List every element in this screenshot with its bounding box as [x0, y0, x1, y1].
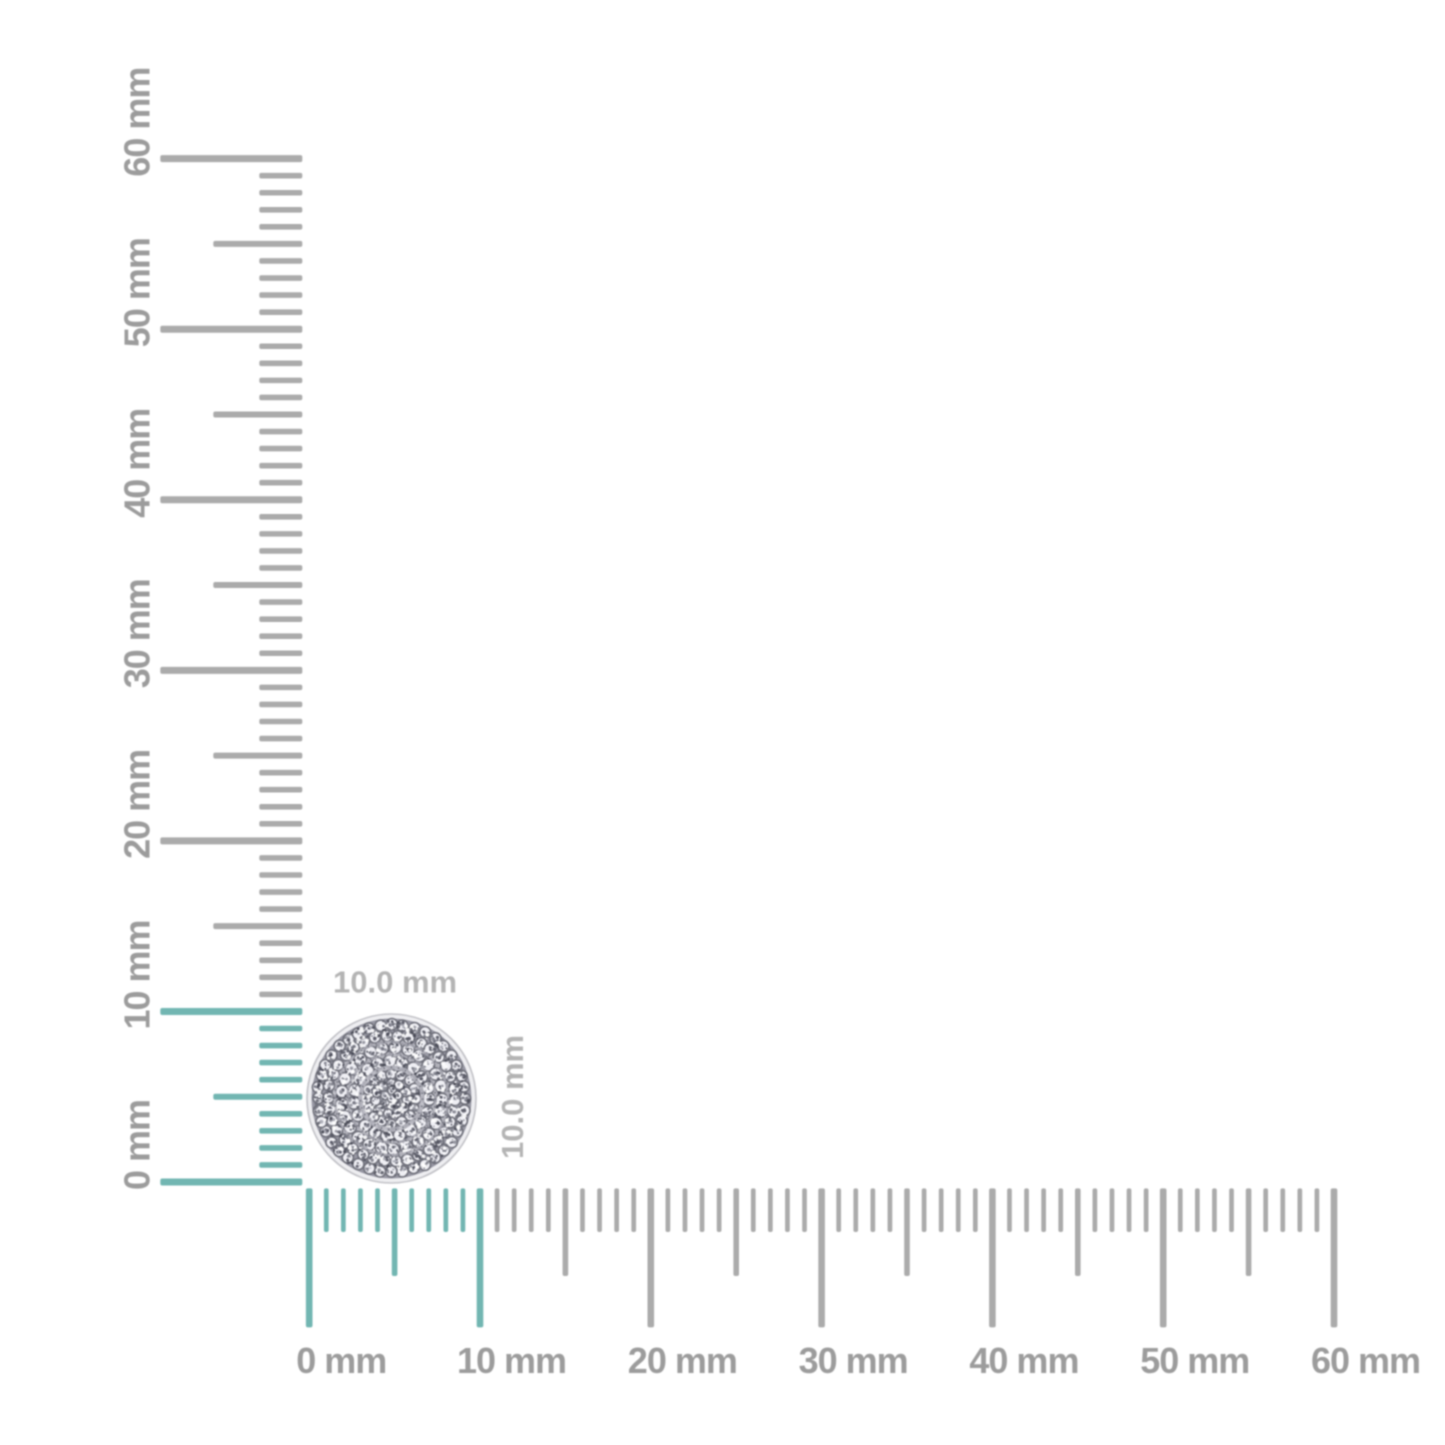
svg-text:40 mm: 40 mm: [117, 409, 158, 518]
svg-text:50 mm: 50 mm: [117, 238, 158, 347]
svg-text:10.0 mm: 10.0 mm: [333, 964, 457, 999]
svg-text:40 mm: 40 mm: [969, 1340, 1078, 1381]
svg-text:10 mm: 10 mm: [457, 1340, 566, 1381]
svg-text:0 mm: 0 mm: [117, 1100, 158, 1190]
svg-text:50 mm: 50 mm: [1140, 1340, 1249, 1381]
svg-text:0 mm: 0 mm: [296, 1340, 386, 1381]
svg-text:60 mm: 60 mm: [1311, 1340, 1420, 1381]
svg-text:30 mm: 30 mm: [117, 579, 158, 688]
svg-text:60 mm: 60 mm: [117, 68, 158, 177]
svg-text:10.0 mm: 10.0 mm: [495, 1035, 530, 1159]
svg-text:20 mm: 20 mm: [628, 1340, 737, 1381]
svg-text:20 mm: 20 mm: [117, 750, 158, 859]
svg-text:30 mm: 30 mm: [799, 1340, 908, 1381]
svg-text:10 mm: 10 mm: [117, 920, 158, 1029]
